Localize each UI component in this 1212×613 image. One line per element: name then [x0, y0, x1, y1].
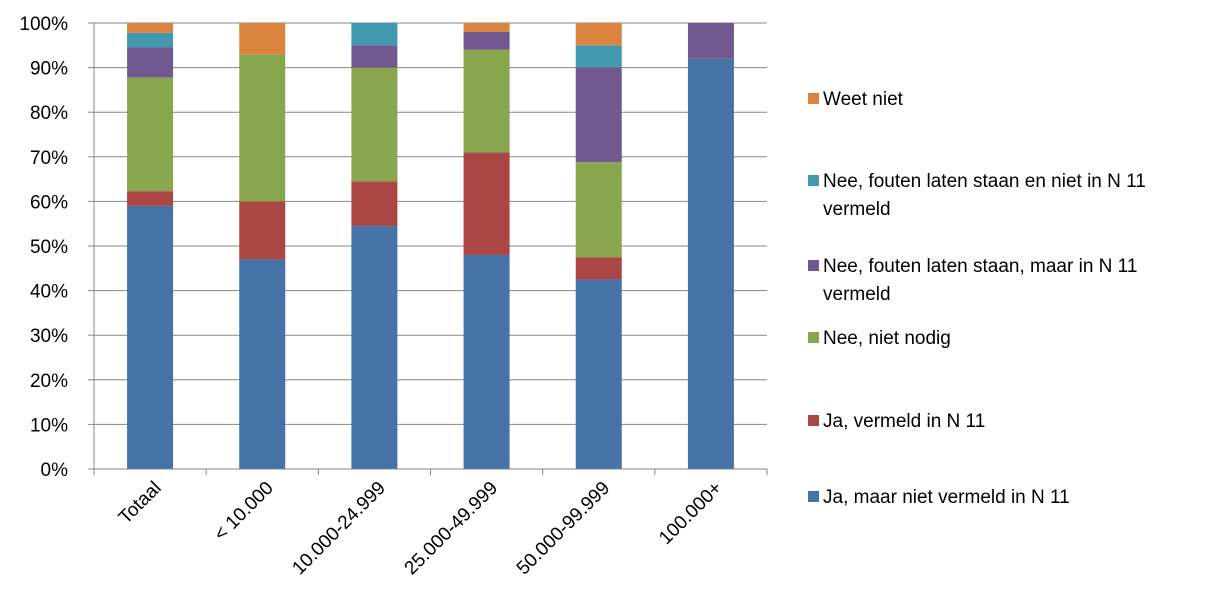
y-tick-label: 60% — [30, 192, 68, 213]
legend-label: Weet niet — [823, 89, 903, 110]
legend-label: Nee, fouten laten staan, maar in N 11 ve… — [823, 256, 1138, 305]
bar-segment — [351, 45, 398, 68]
bar-segment — [127, 23, 174, 33]
x-tick-label: 10.000-24.999 — [288, 478, 390, 580]
legend-item-nee-niet-vermeld: Nee, fouten laten staan en niet in N 11 … — [808, 168, 1193, 224]
bar-segment — [575, 45, 622, 68]
bar-segment — [351, 181, 398, 226]
legend-item-weet-niet: Weet niet — [808, 86, 1193, 114]
legend-item-nee-wel-vermeld: Nee, fouten laten staan, maar in N 11 ve… — [808, 253, 1193, 309]
legend: Weet niet Nee, fouten laten staan en nie… — [808, 0, 1208, 613]
legend-swatch — [808, 93, 819, 104]
legend-item-ja-niet-vermeld: Ja, maar niet vermeld in N 11 — [808, 484, 1193, 512]
y-tick-label: 50% — [30, 237, 68, 258]
bar-segment — [575, 279, 622, 469]
y-tick-label: 70% — [30, 148, 68, 169]
legend-swatch — [808, 415, 819, 426]
bar-segment — [351, 23, 398, 46]
bar-segment — [687, 23, 734, 59]
bar-segment — [239, 259, 286, 469]
bar-segment — [127, 32, 174, 48]
gridlines — [94, 22, 767, 425]
y-tick-label: 10% — [30, 415, 68, 436]
y-tick-label: 40% — [30, 282, 68, 303]
y-tick-label: 20% — [30, 371, 68, 392]
y-tick-label: 90% — [30, 59, 68, 80]
bar-segment — [239, 201, 286, 260]
bar-segment — [127, 77, 174, 192]
bar-segment — [463, 23, 510, 32]
x-tick-label: Totaal — [115, 478, 166, 529]
bar-segment — [127, 191, 174, 206]
legend-swatch — [808, 175, 819, 186]
bar-stacks — [127, 23, 734, 470]
x-axis-tick-labels: Totaal < 10.000 10.000-24.999 25.000-49.999… — [115, 478, 727, 580]
legend-label: Ja, maar niet vermeld in N 11 — [823, 487, 1070, 508]
bar-segment — [351, 67, 398, 182]
stacked-bar-chart: 0% 10% 20% 30% 40% 50% 60% 70% 80% 90% 100% Totaal… — [19, 14, 768, 580]
legend-swatch — [808, 491, 819, 502]
bar-segment — [575, 162, 622, 258]
bar-segment — [687, 58, 734, 470]
legend-item-nee-niet-nodig: Nee, niet nodig — [808, 325, 1193, 353]
x-tick-label: < 10.000 — [210, 478, 278, 546]
bar-segment — [463, 31, 510, 50]
bar-segment — [575, 257, 622, 280]
bar-segment — [351, 225, 398, 469]
bar-segment — [239, 23, 286, 55]
legend-label: Nee, fouten laten staan en niet in N 11 … — [823, 171, 1146, 220]
legend-swatch — [808, 260, 819, 271]
bar-segment — [463, 254, 510, 469]
legend-swatch — [808, 332, 819, 343]
x-tick-label: 100.000+ — [655, 478, 726, 549]
bar-segment — [463, 152, 510, 255]
legend-label: Nee, niet nodig — [823, 328, 951, 349]
legend-item-ja-vermeld: Ja, vermeld in N 11 — [808, 408, 1193, 436]
x-tick-label: 50.000-99.999 — [513, 478, 615, 580]
y-tick-label: 80% — [30, 103, 68, 124]
axes — [88, 22, 768, 475]
bar-segment — [239, 54, 286, 202]
legend-label: Ja, vermeld in N 11 — [823, 411, 986, 432]
bar-segment — [127, 205, 174, 470]
bar-segment — [463, 49, 510, 153]
bar-segment — [575, 67, 622, 163]
y-tick-label: 100% — [19, 14, 68, 35]
y-tick-label: 30% — [30, 326, 68, 347]
bar-segment — [127, 47, 174, 78]
y-tick-label: 0% — [41, 460, 69, 481]
y-axis-tick-labels: 0% 10% 20% 30% 40% 50% 60% 70% 80% 90% 100% — [19, 14, 68, 481]
bar-segment — [575, 23, 622, 46]
x-tick-label: 25.000-49.999 — [401, 478, 503, 580]
